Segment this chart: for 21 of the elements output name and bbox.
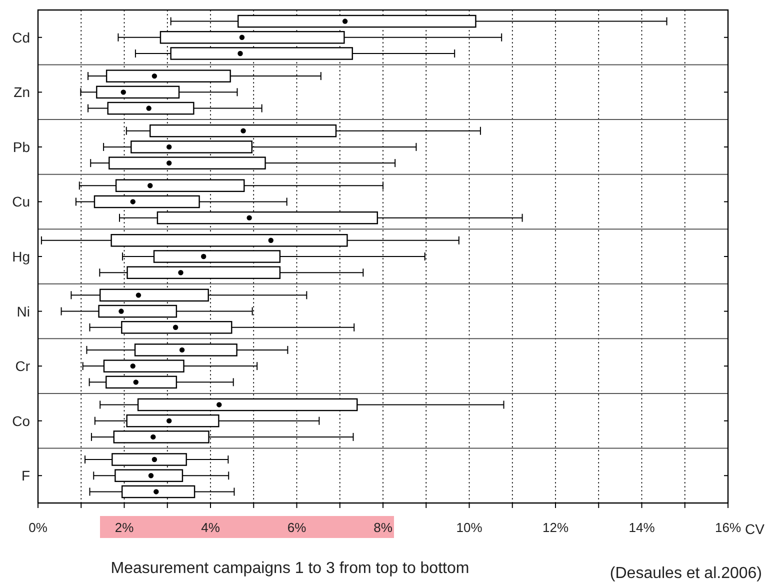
x-tick-label: 0% bbox=[28, 520, 48, 535]
y-tick-label: Hg bbox=[12, 248, 30, 264]
y-tick-label: Cu bbox=[12, 194, 30, 210]
x-tick-label: 6% bbox=[287, 520, 307, 535]
y-tick-label: Co bbox=[12, 412, 30, 429]
x-tick-label: 2% bbox=[114, 520, 134, 535]
y-tick-label: Zn bbox=[14, 84, 30, 100]
x-tick-label: 12% bbox=[542, 520, 569, 535]
y-tick-label: Cd bbox=[12, 29, 30, 46]
y-tick-label: Ni bbox=[16, 303, 30, 320]
x-tick-label: 14% bbox=[628, 520, 656, 535]
text: Measurement campaigns 1 to 3 from top to bottom bbox=[110, 560, 470, 577]
x-tick-label: 4% bbox=[201, 520, 220, 535]
text: (Desaules et al.2006) bbox=[610, 565, 762, 582]
x-tick-label: 8% bbox=[374, 520, 393, 535]
x-tick-label: 16% bbox=[714, 520, 742, 535]
y-tick-label: Pb bbox=[12, 138, 30, 155]
x-axis-title: CV bbox=[745, 521, 766, 537]
y-tick-label: F bbox=[21, 468, 30, 484]
x-tick-label: 10% bbox=[456, 520, 483, 535]
y-tick-label: Cr bbox=[15, 358, 30, 374]
